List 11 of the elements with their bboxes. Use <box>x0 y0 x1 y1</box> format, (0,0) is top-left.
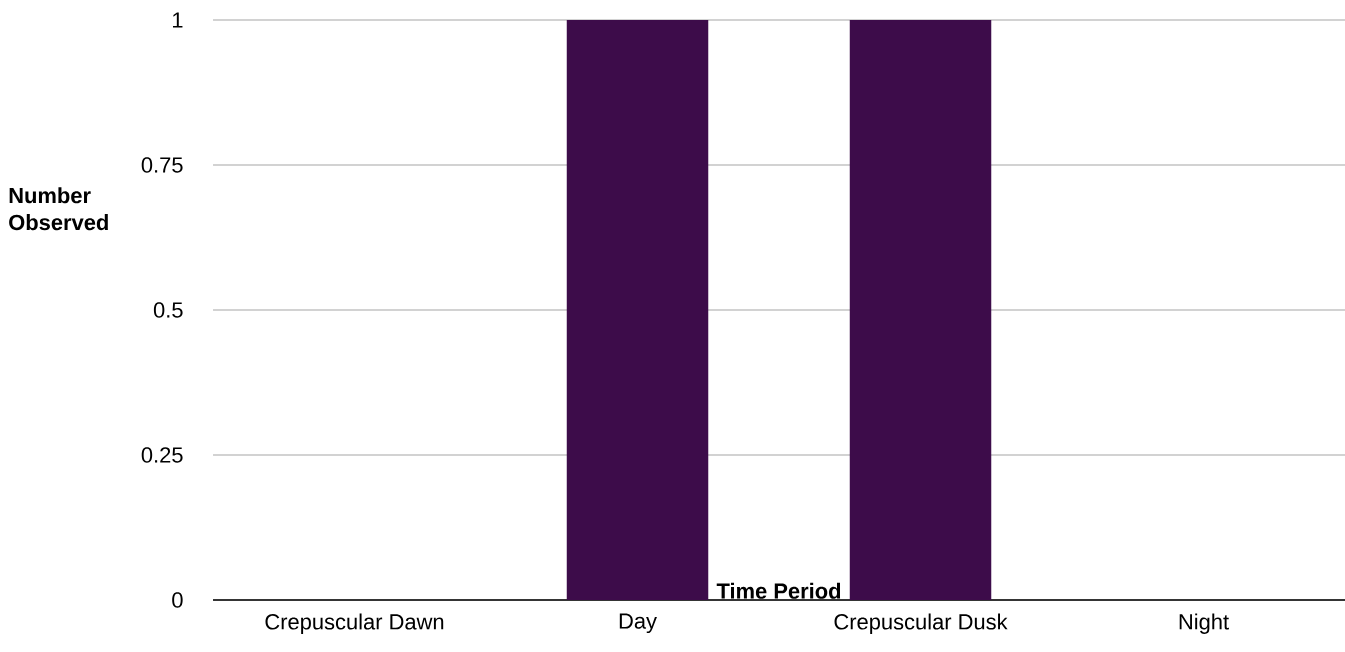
y-tick-label: 1 <box>172 12 183 28</box>
y-tick-label: 0.25 <box>141 447 183 463</box>
x-tick-label: Day <box>619 613 657 634</box>
x-tick-label: Crepuscular Dusk <box>834 613 1008 634</box>
y-tick-label: 0.75 <box>141 157 183 173</box>
y-axis-title: Number Observed <box>9 187 108 231</box>
y-tick-label: 0 <box>172 592 183 608</box>
x-axis-title: Time Period <box>716 582 841 599</box>
y-tick-label: 0.5 <box>153 302 183 318</box>
x-tick-label: Night <box>1179 613 1229 634</box>
x-tick-label: Crepuscular Dawn <box>265 613 444 634</box>
